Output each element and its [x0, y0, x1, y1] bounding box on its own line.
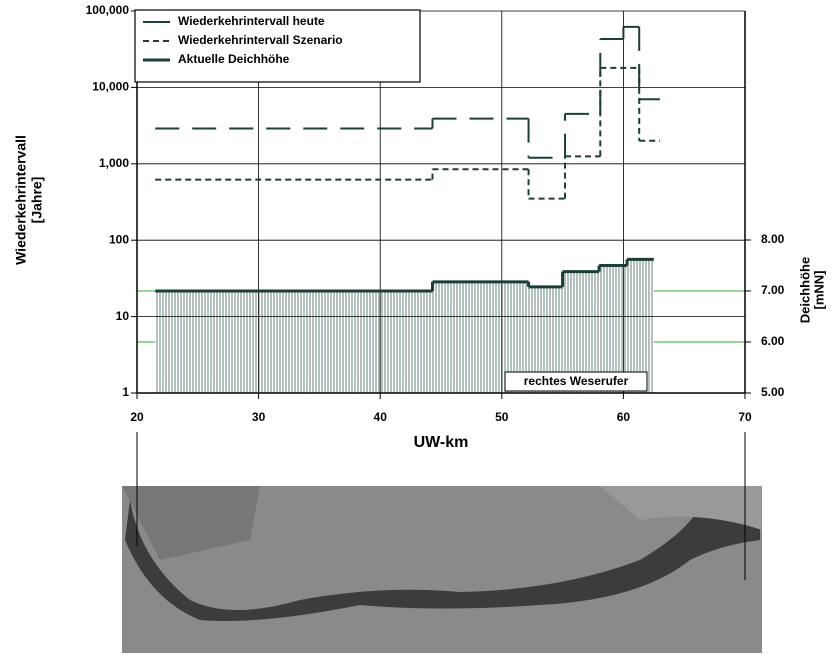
- y-axis-label: [Jahre]: [29, 177, 45, 224]
- y2-tick-label: 7.00: [761, 283, 785, 297]
- y2-axis-label: Deichhöhe: [797, 257, 812, 323]
- y-tick-label: 1,000: [99, 156, 129, 170]
- x-tick-label: 20: [130, 410, 144, 424]
- satellite-image: [122, 486, 762, 653]
- y2-axis-label: [mNN]: [811, 271, 826, 310]
- x-tick-label: 50: [495, 410, 509, 424]
- y-tick-label: 100,000: [86, 3, 130, 17]
- annotation: rechtes Weserufer: [524, 374, 629, 388]
- y2-tick-label: 8.00: [761, 232, 785, 246]
- dike-bar: [155, 291, 432, 393]
- x-tick-label: 30: [252, 410, 266, 424]
- y-tick-label: 100: [109, 232, 129, 246]
- x-axis-label: UW-km: [414, 434, 469, 451]
- x-tick-label: 60: [617, 410, 631, 424]
- x-tick-label: 40: [374, 410, 388, 424]
- y-axis-label: Wiederkehrintervall: [13, 135, 29, 265]
- legend-label: Wiederkehrintervall Szenario: [178, 33, 343, 47]
- y-tick-label: 10: [116, 309, 130, 323]
- x-tick-label: 70: [738, 410, 752, 424]
- y2-tick-label: 6.00: [761, 334, 785, 348]
- legend-label: Aktuelle Deichhöhe: [178, 52, 290, 66]
- chart: 20 30 40 50 60 70 1 10 100 1,000 10,000 100,000 5.00…: [0, 0, 833, 653]
- y-tick-label: 1: [122, 385, 129, 399]
- y-tick-label: 10,000: [92, 80, 129, 94]
- legend-label: Wiederkehrintervall heute: [178, 14, 325, 28]
- y2-tick-label: 5.00: [761, 385, 785, 399]
